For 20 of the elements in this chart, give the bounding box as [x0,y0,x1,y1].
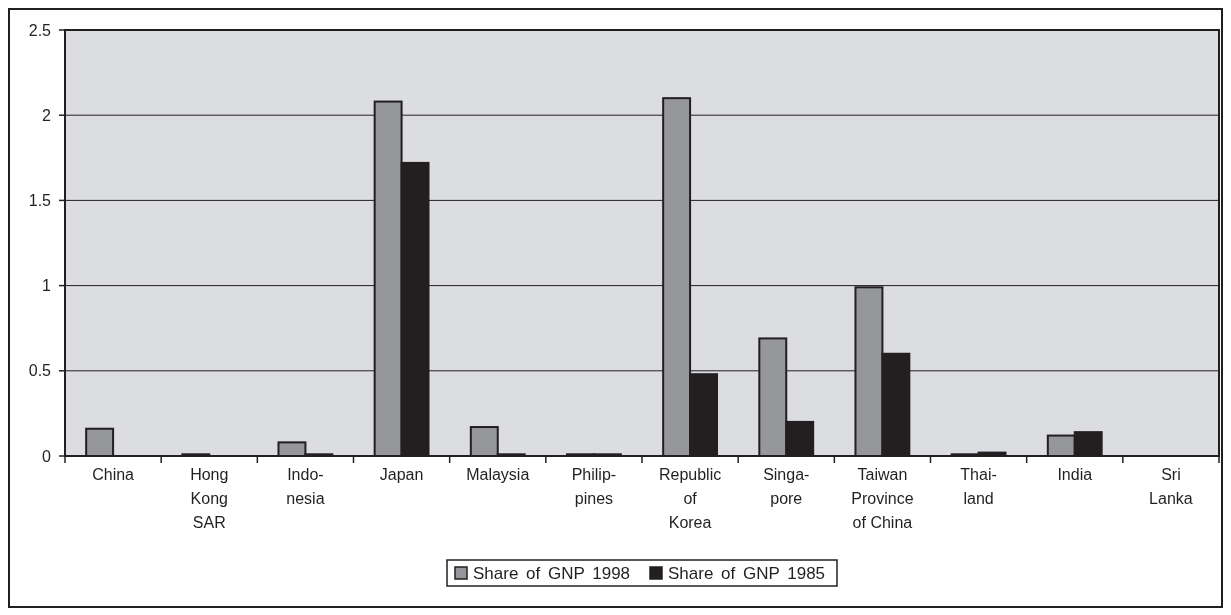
x-tick-label: Philip- pines [571,466,617,507]
y-tick-label: 0 [42,447,52,465]
y-tick-label: 1 [42,277,52,295]
y-tick-label: 2 [42,106,52,124]
y-tick-label: 2.5 [28,21,52,39]
x-tick-label: Thai- land [960,466,997,507]
x-tick-label: Singa- pore [763,466,810,507]
y-tick-label: 0.5 [28,362,52,380]
x-tick-label: China [92,466,135,483]
x-tick-label: Sri Lanka [1149,466,1193,507]
x-tick-label: Japan [379,466,424,483]
x-tick-label: Malaysia [466,466,530,483]
x-tick-label: Republic of Korea [658,466,722,531]
x-tick-label: Taiwan Province of China [851,466,914,531]
y-tick-label: 1.5 [28,192,52,209]
x-tick-label: Indo- nesia [286,466,325,507]
legend-label: Share of GNP 1985 [668,563,826,583]
x-tick-label: Hong Kong SAR [190,466,229,531]
x-tick-label: India [1057,466,1093,483]
legend-label: Share of GNP 1998 [473,563,631,583]
